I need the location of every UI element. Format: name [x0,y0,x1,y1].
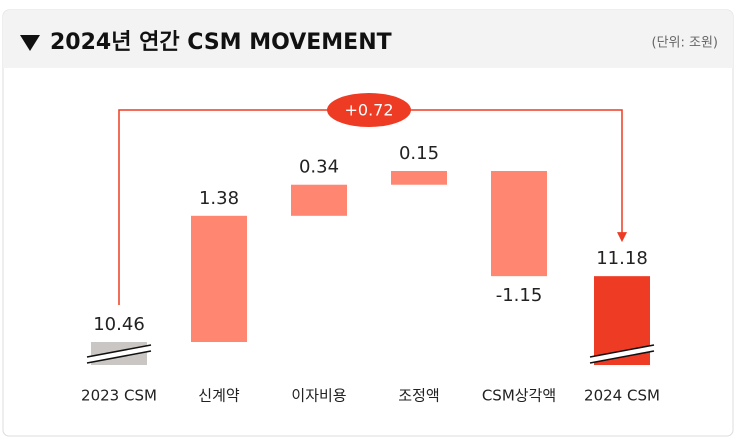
axis-break-line [589,344,655,358]
axis-break-line [589,350,655,364]
axis-break [87,345,151,363]
axis-break-line [86,344,152,358]
axis-break [590,345,654,363]
bar [291,184,347,216]
header-band [3,10,733,68]
x-tick-label: 신계약 [198,387,240,405]
bar [391,171,447,185]
x-tick-label: 2024 CSM [584,387,660,405]
annotation: +0.72 [344,101,393,120]
data-label: 1.38 [199,188,239,209]
annotation-badge [327,93,411,127]
arrow-head [617,232,627,243]
axis-break-line [86,350,152,364]
x-tick-label: 조정액 [398,387,439,405]
bar [491,171,547,277]
x-tick-label: 이자비용 [291,387,346,405]
title-icon [20,35,40,51]
bar [191,215,247,342]
data-label: 0.15 [399,143,439,164]
data-label: 0.34 [299,157,339,178]
data-label: 10.46 [93,314,145,335]
x-tick-label: CSM상각액 [482,387,556,405]
frame [2,9,734,437]
data-label: -1.15 [496,285,543,306]
unit-label: (단위: 조원) [652,36,719,51]
data-label: 11.18 [596,248,648,269]
chart-title: 2024년 연간 CSM MOVEMENT [50,30,392,55]
x-tick-label: 2023 CSM [81,387,157,405]
